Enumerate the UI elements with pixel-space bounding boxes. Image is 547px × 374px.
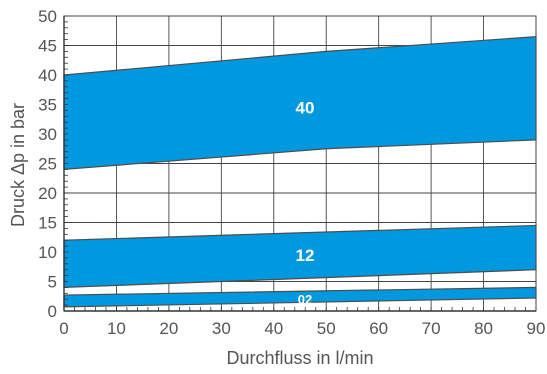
y-axis-label: Druck Δp in bar (8, 103, 28, 227)
y-tick-label: 10 (38, 243, 57, 262)
x-tick-label: 20 (159, 319, 178, 338)
y-tick-label: 25 (38, 155, 57, 174)
y-tick-label: 35 (38, 96, 57, 115)
y-tick-label: 40 (38, 66, 57, 85)
x-tick-label: 50 (317, 319, 336, 338)
x-tick-label: 60 (369, 319, 388, 338)
band-label-02: 02 (298, 292, 312, 307)
x-tick-label: 0 (59, 319, 68, 338)
y-tick-label: 20 (38, 184, 57, 203)
x-axis-label: Durchfluss in l/min (226, 348, 373, 368)
tick-labels: 0 10 20 30 40 50 60 70 80 90 0 5 10 15 20 25 30 35 40 45 50 (38, 7, 545, 338)
y-tick-label: 0 (48, 302, 57, 321)
band-label-12: 12 (296, 246, 315, 265)
y-tick-label: 50 (38, 7, 57, 26)
x-tick-label: 10 (107, 319, 126, 338)
x-tick-label: 30 (212, 319, 231, 338)
axes (63, 15, 537, 312)
x-tick-label: 90 (527, 319, 546, 338)
y-tick-label: 30 (38, 125, 57, 144)
y-tick-label: 45 (38, 37, 57, 56)
x-tick-label: 70 (422, 319, 441, 338)
y-tick-label: 15 (38, 214, 57, 233)
pressure-bands: 40 12 02 (63, 36, 537, 308)
y-tick-label: 5 (48, 273, 57, 292)
x-tick-label: 40 (264, 319, 283, 338)
band-label-40: 40 (296, 98, 315, 117)
x-tick-label: 80 (474, 319, 493, 338)
